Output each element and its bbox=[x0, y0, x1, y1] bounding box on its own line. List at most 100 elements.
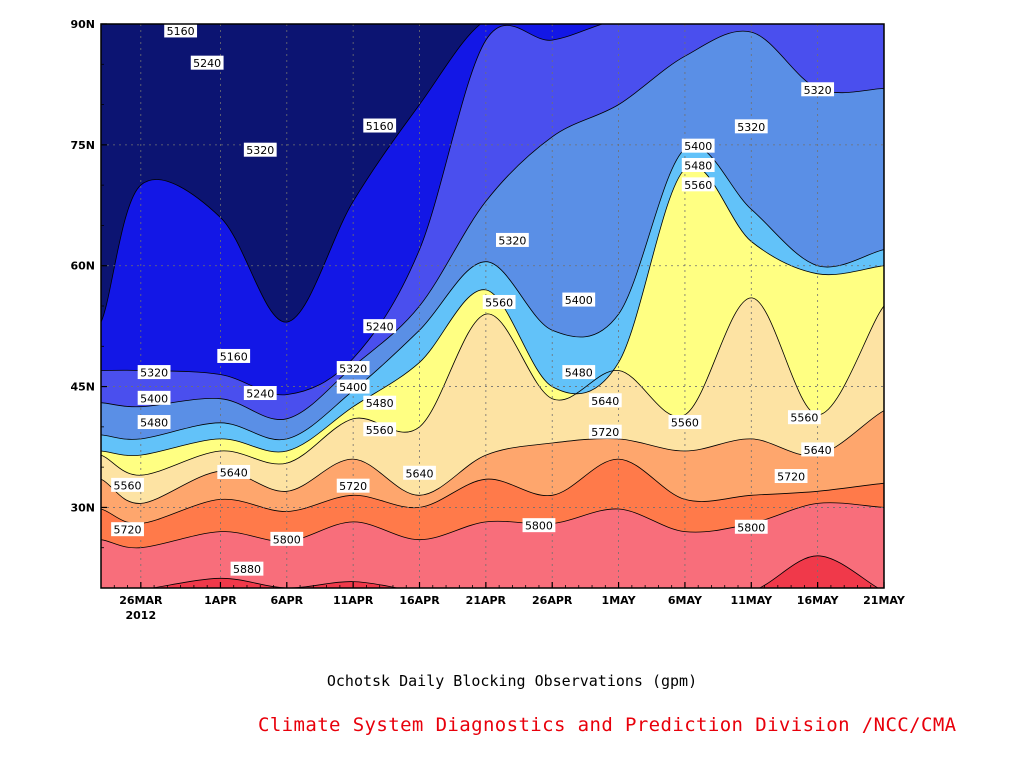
contour-label-text: 5160 bbox=[220, 350, 248, 363]
y-tick-label: 45N bbox=[70, 381, 95, 394]
contour-label-text: 5320 bbox=[246, 144, 274, 157]
contour-label-text: 5800 bbox=[273, 533, 301, 546]
contour-label-bg bbox=[681, 158, 715, 172]
contour-label: 5640 bbox=[403, 465, 436, 480]
contour-label-bg bbox=[363, 395, 397, 410]
contour-label: 5400 bbox=[137, 390, 171, 405]
contour-label: 5400 bbox=[562, 292, 596, 307]
contour-label-bg bbox=[482, 294, 516, 309]
contour-lines bbox=[101, 24, 884, 588]
contour-label-bg bbox=[270, 531, 304, 546]
contour-label: 5560 bbox=[681, 177, 715, 192]
contour-label: 5320 bbox=[137, 365, 171, 380]
contour-label-text: 5560 bbox=[114, 479, 142, 492]
contour-label-text: 5320 bbox=[737, 121, 765, 134]
isoline-5880 bbox=[149, 555, 879, 588]
contour-label-text: 5480 bbox=[140, 417, 168, 430]
x-tick-label: 16MAY bbox=[797, 594, 840, 607]
contour-label: 5320 bbox=[496, 232, 529, 247]
contour-label-bg bbox=[681, 177, 715, 192]
contour-label-bg bbox=[496, 232, 529, 247]
isoline-5720 bbox=[101, 458, 884, 524]
x-tick-label: 21APR bbox=[466, 594, 507, 607]
contour-label: 5160 bbox=[217, 348, 251, 363]
contour-label-text: 5240 bbox=[246, 388, 274, 401]
contour-label-bg bbox=[336, 478, 370, 493]
contour-label-bg bbox=[230, 561, 264, 576]
isoline-5480 bbox=[101, 165, 884, 456]
x-tick-label: 26APR bbox=[532, 594, 573, 607]
contour-label: 5800 bbox=[522, 518, 556, 533]
contour-label-bg bbox=[787, 410, 821, 425]
contour-label: 5480 bbox=[681, 158, 715, 173]
contour-label-bg bbox=[363, 319, 397, 334]
contour-label: 5480 bbox=[363, 395, 397, 410]
contour-label: 5320 bbox=[243, 142, 277, 157]
contour-label-text: 5160 bbox=[366, 120, 394, 133]
contour-label-text: 5560 bbox=[485, 296, 513, 309]
contour-label-text: 5720 bbox=[339, 480, 367, 493]
x-tick-label: 11APR bbox=[333, 594, 374, 607]
contour-label: 5400 bbox=[336, 379, 370, 394]
contour-label: 5240 bbox=[190, 55, 224, 70]
band-below-5160 bbox=[101, 24, 481, 323]
y-tick-label: 30N bbox=[70, 501, 95, 514]
contour-label-text: 5320 bbox=[498, 234, 526, 247]
chart-credit: Climate System Diagnostics and Predictio… bbox=[258, 714, 957, 736]
contour-label-text: 5560 bbox=[790, 412, 818, 425]
y-tick-label: 75N bbox=[70, 139, 95, 152]
contour-label-text: 5640 bbox=[591, 395, 619, 408]
contour-label-bg bbox=[562, 365, 596, 380]
isoline-5400 bbox=[101, 145, 884, 441]
contour-label-bg bbox=[336, 361, 370, 376]
contour-label-text: 5480 bbox=[565, 367, 593, 380]
contour-label-bg bbox=[164, 23, 198, 38]
contour-label-bg bbox=[801, 442, 835, 457]
contour-label-bg bbox=[137, 390, 171, 405]
contour-label-text: 5720 bbox=[777, 471, 805, 484]
contour-label-bg bbox=[137, 415, 171, 430]
isoline-5160 bbox=[101, 24, 482, 323]
x-tick-label: 6MAY bbox=[668, 594, 703, 607]
contour-label-text: 5560 bbox=[684, 179, 712, 192]
y-tick-label: 60N bbox=[70, 260, 95, 273]
contour-label-text: 5720 bbox=[114, 524, 142, 537]
contour-label-bg bbox=[336, 379, 370, 394]
contour-fills bbox=[101, 24, 884, 588]
x-tick-label: 21MAY bbox=[863, 594, 906, 607]
x-year-label: 2012 bbox=[126, 609, 157, 622]
contour-label: 5480 bbox=[137, 415, 171, 430]
contour-label: 5560 bbox=[111, 477, 144, 492]
contour-label: 5160 bbox=[164, 23, 198, 38]
isoline-5640 bbox=[101, 410, 884, 504]
contour-label: 5560 bbox=[363, 422, 397, 437]
x-tick-label: 16APR bbox=[399, 594, 440, 607]
x-tick-label: 11MAY bbox=[730, 594, 773, 607]
contour-label-bg bbox=[403, 465, 436, 480]
contour-label-text: 5320 bbox=[339, 363, 367, 376]
contour-label: 5640 bbox=[217, 464, 251, 479]
isoline-5240 bbox=[101, 24, 604, 396]
contour-label-bg bbox=[774, 469, 808, 484]
contour-labels: 5160 5240 5320 5160 5320 5160 5240 5240 5320 5400… bbox=[111, 23, 835, 576]
contour-label-text: 5160 bbox=[167, 25, 195, 38]
contour-label-bg bbox=[111, 477, 144, 492]
contour-label-text: 5240 bbox=[193, 57, 221, 70]
contour-label-bg bbox=[588, 424, 622, 439]
isoline-5560 bbox=[101, 297, 884, 476]
contour-label: 5720 bbox=[588, 424, 622, 439]
contour-label-text: 5480 bbox=[366, 397, 394, 410]
contour-label-bg bbox=[801, 82, 835, 97]
contour-label: 5160 bbox=[363, 118, 397, 133]
contour-label-bg bbox=[363, 118, 397, 133]
contour-label: 5720 bbox=[111, 522, 144, 537]
contour-label: 5640 bbox=[588, 393, 622, 408]
contour-label-text: 5800 bbox=[525, 520, 553, 533]
chart-title: Ochotsk Daily Blocking Observations (gpm… bbox=[326, 672, 698, 690]
contour-label-bg bbox=[111, 522, 144, 537]
axes: 26MAR 1APR 6APR 11APR 16APR 21APR 26APR 1MAY 6MA… bbox=[70, 18, 905, 622]
contour-label-bg bbox=[190, 55, 224, 70]
contour-label: 5320 bbox=[336, 361, 370, 376]
contour-label-bg bbox=[734, 119, 768, 134]
contour-label: 5400 bbox=[681, 138, 715, 153]
